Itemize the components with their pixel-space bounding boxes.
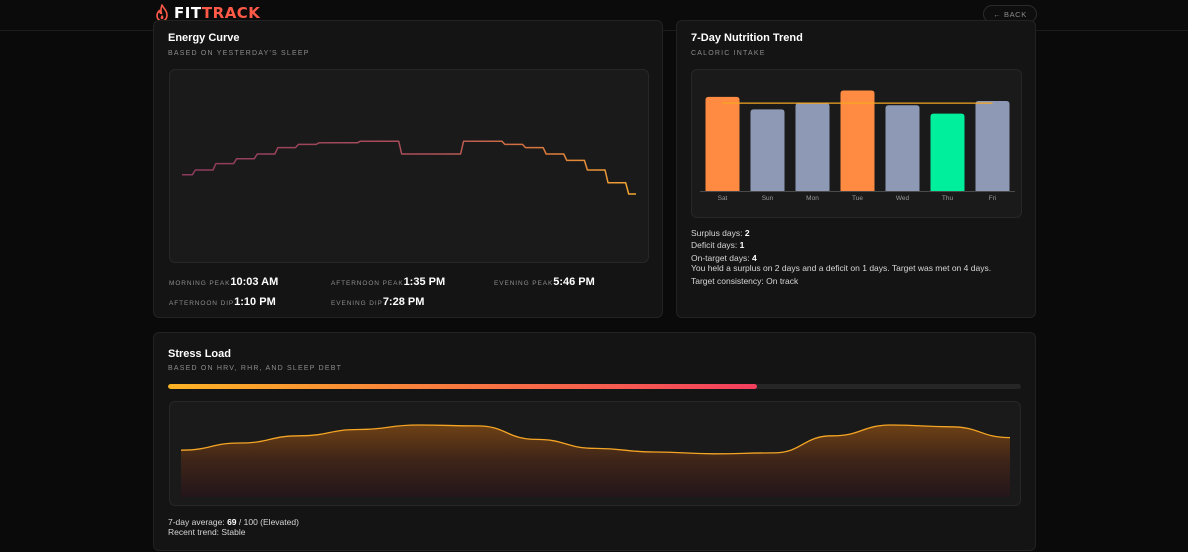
bar-thu [930, 113, 965, 191]
stress-chart-panel [169, 401, 1021, 506]
surplus-label: Surplus days: [691, 228, 745, 238]
bar-tue [840, 90, 875, 191]
nutrition-title: 7-Day Nutrition Trend [691, 32, 803, 44]
energy-curve-title: Energy Curve [168, 32, 240, 44]
stress-average-label: 7-day average: [168, 517, 228, 527]
stress-area-line [180, 424, 1011, 455]
nutrition-subtitle: CALORIC INTAKE [691, 50, 766, 57]
surplus-value: 2 [744, 228, 750, 238]
brand-primary: FIT [174, 4, 202, 22]
energy-chart [182, 140, 636, 195]
stat-label: EVENING PEAK [494, 280, 554, 287]
ontarget-label: On-target days: [691, 253, 752, 263]
stat-label: AFTERNOON DIP [169, 300, 235, 307]
stat-value: 5:46 PM [553, 276, 595, 288]
bar-mon [795, 103, 830, 191]
flame-icon [156, 4, 168, 22]
stat-value: 1:35 PM [403, 276, 446, 288]
stress-chart [180, 424, 1011, 497]
stress-average-suffix: / 100 (Elevated) [236, 517, 299, 527]
stat-evening-peak: EVENING PEAK5:46 PM [494, 272, 595, 290]
energy-chart-panel [169, 69, 649, 263]
stat-afternoon-dip: AFTERNOON DIP1:10 PM [169, 292, 276, 310]
stat-evening-dip: EVENING DIP7:28 PM [331, 292, 424, 310]
stress-trend: Recent trend: Stable [168, 527, 246, 537]
bar-wed [885, 105, 920, 191]
stat-morning-peak: MORNING PEAK10:03 AM [169, 272, 278, 290]
brand-name: FITTRACK [174, 4, 260, 22]
deficit-days: Deficit days: 1 [691, 240, 744, 250]
stat-value: 1:10 PM [234, 296, 276, 308]
stat-label: MORNING PEAK [169, 280, 231, 287]
energy-curve-line [182, 140, 636, 195]
deficit-value: 1 [739, 240, 745, 250]
nutrition-chart: Sat Sun Mon Tue Wed Thu Fri [700, 90, 1015, 202]
ontarget-value: 4 [751, 253, 757, 263]
target-consistency: Target consistency: On track [691, 276, 799, 286]
stress-title: Stress Load [168, 348, 231, 360]
tick-label-wed: Wed [896, 195, 910, 202]
bar-sun [750, 109, 785, 191]
stat-label: AFTERNOON PEAK [331, 280, 404, 287]
surplus-days: Surplus days: 2 [691, 228, 750, 238]
stress-average-value: 69 [227, 517, 237, 527]
stress-subtitle: BASED ON HRV, RHR, AND SLEEP DEBT [168, 365, 343, 372]
energy-curve-subtitle: BASED ON YESTERDAY'S SLEEP [168, 50, 310, 57]
tick-label-fri: Fri [989, 195, 997, 202]
tick-label-tue: Tue [852, 195, 863, 202]
tick-label-mon: Mon [806, 195, 819, 202]
tick-label-sat: Sat [718, 195, 728, 202]
stat-label: EVENING DIP [331, 300, 383, 307]
nutrition-trend-card: 7-Day Nutrition Trend CALORIC INTAKE Sat… [676, 20, 1036, 318]
stat-value: 7:28 PM [382, 296, 425, 308]
stat-afternoon-peak: AFTERNOON PEAK1:35 PM [331, 272, 445, 290]
bar-sat [705, 96, 740, 191]
stat-value: 10:03 AM [230, 276, 279, 288]
stress-load-card: Stress Load BASED ON HRV, RHR, AND SLEEP… [153, 332, 1036, 551]
stress-progress-fill [168, 384, 757, 389]
deficit-label: Deficit days: [691, 240, 740, 250]
tick-label-thu: Thu [942, 195, 954, 202]
brand-accent: TRACK [201, 4, 261, 22]
nutrition-chart-panel: Sat Sun Mon Tue Wed Thu Fri [691, 69, 1022, 218]
stress-average: 7-day average: 69 / 100 (Elevated) [168, 517, 299, 527]
stress-area-fill [181, 425, 1010, 497]
energy-curve-card: Energy Curve BASED ON YESTERDAY'S SLEEP … [153, 20, 663, 318]
nutrition-sentence: You held a surplus on 2 days and a defic… [691, 263, 992, 273]
brand-logo[interactable]: FITTRACK [155, 4, 260, 22]
tick-label-sun: Sun [762, 195, 774, 202]
stress-progress-bar [168, 384, 1021, 389]
bar-fri [975, 101, 1010, 191]
ontarget-days: On-target days: 4 [691, 253, 757, 263]
